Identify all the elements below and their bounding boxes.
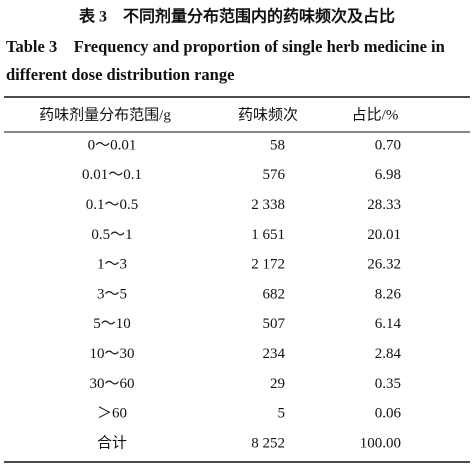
table-cell: 0.5～1 bbox=[91, 227, 132, 243]
table-cell: 8.26 bbox=[375, 286, 402, 302]
table-title-en: different dose distribution range bbox=[6, 65, 234, 84]
table-cell: 58 bbox=[270, 137, 285, 153]
table-cell: 20.01 bbox=[367, 227, 401, 243]
table-cell: 1 651 bbox=[251, 227, 285, 243]
table-cell: 5 bbox=[278, 406, 286, 422]
table-cell: 234 bbox=[263, 346, 286, 362]
table-cell: 28.33 bbox=[367, 197, 401, 213]
table-cell: 0.70 bbox=[375, 137, 401, 153]
table-title-cn: 表 3 不同剂量分布范围内的药味频次及占比 bbox=[78, 7, 395, 26]
table-cell: 合计 bbox=[97, 434, 127, 451]
table-cell: 0.06 bbox=[375, 406, 402, 422]
table-title-en: Table 3 Frequency and proportion of sing… bbox=[6, 37, 445, 56]
table-cell: 29 bbox=[270, 376, 285, 392]
table-cell: 2.84 bbox=[375, 346, 402, 362]
table-cell: 576 bbox=[263, 167, 286, 183]
table-cell: 6.14 bbox=[375, 316, 402, 332]
table-cell: 6.98 bbox=[375, 167, 401, 183]
table-cell: 8 252 bbox=[251, 435, 285, 451]
table-cell: ＞60 bbox=[97, 406, 127, 422]
table-cell: 100.00 bbox=[360, 435, 401, 451]
table-cell: 0.1～0.5 bbox=[86, 197, 139, 213]
table-cell: 5～10 bbox=[93, 316, 131, 332]
table-cell: 2 172 bbox=[251, 257, 285, 273]
table-cell: 0～0.01 bbox=[88, 137, 137, 153]
column-header: 药味剂量分布范围/g bbox=[39, 106, 171, 123]
table-cell: 507 bbox=[263, 316, 286, 332]
table-cell: 3～5 bbox=[97, 286, 127, 302]
column-header: 占比/% bbox=[352, 106, 399, 123]
column-header: 药味频次 bbox=[238, 106, 298, 123]
table-cell: 26.32 bbox=[367, 257, 401, 273]
table-cell: 10～30 bbox=[89, 346, 134, 362]
table-cell: 0.35 bbox=[375, 376, 401, 392]
table-cell: 30～60 bbox=[89, 376, 134, 392]
table-cell: 2 338 bbox=[251, 197, 285, 213]
table-cell: 682 bbox=[263, 286, 286, 302]
table-cell: 0.01～0.1 bbox=[82, 167, 142, 183]
table-cell: 1～3 bbox=[97, 257, 127, 273]
